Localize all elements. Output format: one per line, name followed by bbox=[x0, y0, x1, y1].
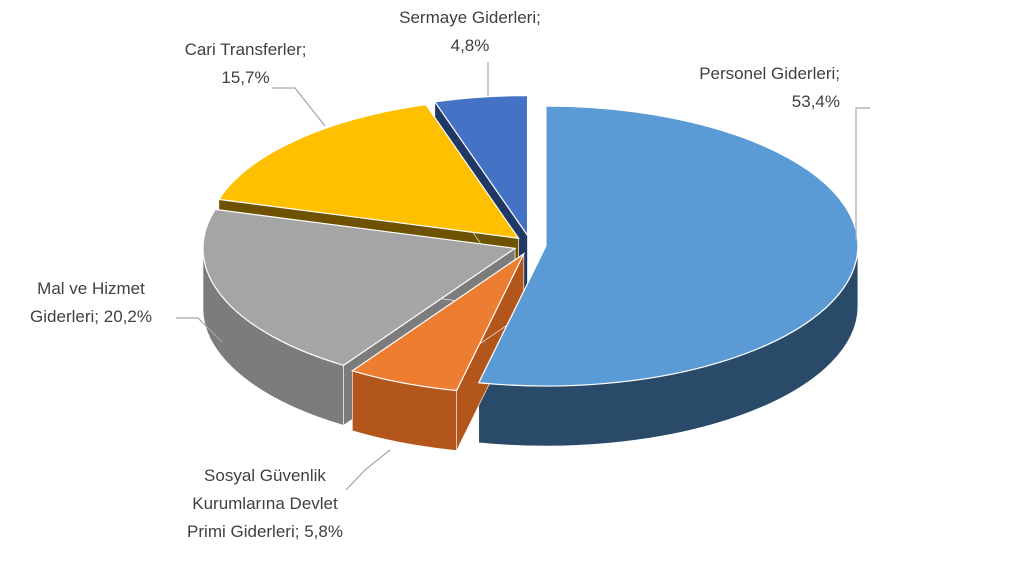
value-label: 5,8% bbox=[304, 522, 343, 541]
pie-slice bbox=[202, 208, 517, 366]
label-separator: ; bbox=[835, 64, 840, 83]
value-label: 4,8% bbox=[450, 36, 490, 55]
leader-line bbox=[272, 87, 326, 127]
category-name: Mal ve Hizmet Giderleri bbox=[30, 279, 145, 326]
value-label: 15,7% bbox=[221, 68, 270, 87]
pie-slice bbox=[433, 94, 529, 238]
data-label: Cari Transferler; 15,7% bbox=[168, 36, 323, 92]
data-label: Sermaye Giderleri; 4,8% bbox=[385, 4, 555, 60]
data-label: Sosyal Güvenlik Kurumlarına Devlet Primi… bbox=[185, 462, 345, 546]
label-separator: ; bbox=[536, 8, 541, 27]
leader-line bbox=[345, 449, 391, 491]
leader-line bbox=[176, 317, 223, 343]
category-name: Personel Giderleri bbox=[699, 64, 836, 83]
value-label: 53,4% bbox=[791, 92, 840, 111]
pie-slice bbox=[350, 252, 526, 392]
label-separator: ; bbox=[294, 522, 300, 541]
tops bbox=[202, 94, 859, 392]
data-label: Mal ve Hizmet Giderleri; 20,2% bbox=[15, 275, 167, 331]
label-separator: ; bbox=[301, 40, 307, 59]
value-label: 20,2% bbox=[103, 307, 152, 326]
category-name: Sermaye Giderleri bbox=[399, 8, 537, 27]
data-label: Personel Giderleri; 53,4% bbox=[650, 60, 840, 116]
category-name: Sosyal Güvenlik Kurumlarına Devlet Primi… bbox=[187, 466, 338, 541]
label-separator: ; bbox=[94, 307, 100, 326]
category-name: Cari Transferler bbox=[184, 40, 302, 59]
pie-slice bbox=[217, 103, 520, 240]
leader-line bbox=[855, 107, 870, 240]
pie-slice bbox=[477, 105, 859, 387]
